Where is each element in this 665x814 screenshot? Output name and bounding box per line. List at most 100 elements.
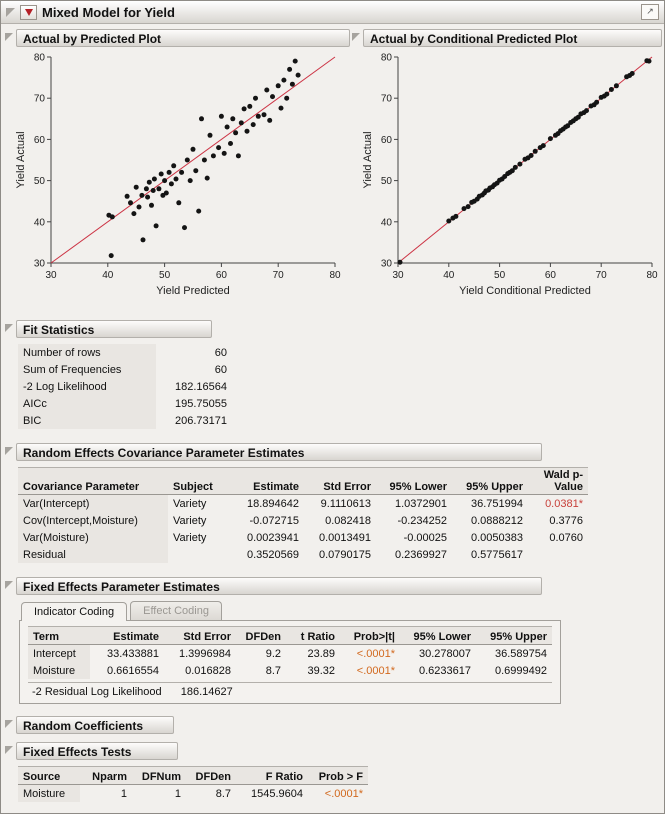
cell-lower: -0.234252: [397, 514, 447, 527]
section-header-actual-by-predicted[interactable]: Actual by Predicted Plot: [16, 29, 350, 47]
svg-text:Yield Actual: Yield Actual: [362, 131, 374, 188]
cell-nparm: 1: [120, 787, 127, 800]
page-title: Mixed Model for Yield: [42, 4, 175, 20]
cell-p-value: 0.0760: [549, 531, 583, 544]
column-header: DFDen: [236, 626, 286, 645]
table-row: Moisture 1 1 8.7 1545.9604 <.0001*: [18, 784, 368, 802]
svg-text:60: 60: [545, 270, 557, 281]
cell-subject: Variety: [173, 531, 207, 544]
disclosure-triangle-random-coefficients[interactable]: [3, 716, 16, 728]
cell-p-value: <.0001*: [356, 664, 395, 677]
cell-term: Intercept: [28, 644, 90, 662]
cell-std-error: 0.0790175: [319, 548, 371, 561]
fixed-effects-tests-section: Fixed Effects Tests Source Nparm DFNum D…: [3, 742, 662, 802]
section-header-fit-statistics[interactable]: Fit Statistics: [16, 320, 212, 338]
cell-estimate: 0.0023941: [247, 531, 299, 544]
report-title-bar: Mixed Model for Yield ↗: [1, 1, 664, 24]
cell-parameter: Residual: [18, 546, 168, 563]
table-header-row: Covariance Parameter Subject Estimate St…: [18, 467, 588, 495]
table-row: AICc 195.75055: [18, 395, 232, 412]
column-header: Covariance Parameter: [18, 467, 168, 495]
disclosure-triangle-actual-by-predicted[interactable]: [3, 29, 16, 41]
section-header-fixed-effects[interactable]: Fixed Effects Parameter Estimates: [16, 577, 542, 595]
cell-label: BIC: [18, 412, 156, 429]
fixed-effects-panel: Term Estimate Std Error DFDen t Ratio Pr…: [19, 620, 561, 704]
red-triangle-menu[interactable]: [20, 4, 37, 20]
table-row: Sum of Frequencies 60: [18, 361, 232, 378]
cell-lower: 0.2369927: [395, 548, 447, 561]
svg-text:30: 30: [34, 259, 46, 270]
table-row: Intercept 33.433881 1.3996984 9.2 23.89 …: [28, 644, 552, 662]
cell-lower: 1.0372901: [395, 497, 447, 510]
svg-text:60: 60: [381, 135, 393, 146]
cell-label: Sum of Frequencies: [18, 361, 156, 378]
cell-p-value: <.0001*: [356, 647, 395, 660]
section-header-fixed-effects-tests[interactable]: Fixed Effects Tests: [16, 742, 178, 760]
cell-t-ratio: 23.89: [307, 647, 335, 660]
cell-term: Moisture: [28, 662, 90, 679]
actual-by-conditional-predicted-section: Actual by Conditional Predicted Plot 30 4…: [350, 29, 662, 304]
scatter-plot-actual-by-predicted[interactable]: 30 40 50 60 70 80 30 40 50 60 70 80 Yield Predicted Y…: [13, 49, 350, 304]
cell-subject: Variety: [173, 514, 207, 527]
cell-estimate: 0.3520569: [247, 548, 299, 561]
column-header: 95% Upper: [452, 467, 528, 495]
residual-log-likelihood: -2 Residual Log Likelihood 186.14627: [28, 682, 552, 699]
disclosure-triangle-actual-by-conditional[interactable]: [350, 29, 363, 41]
svg-text:80: 80: [381, 53, 393, 64]
cell-value: 206.73171: [175, 414, 227, 427]
cell-dfden: 9.2: [265, 647, 281, 660]
cell-upper: 0.5775617: [471, 548, 523, 561]
svg-text:50: 50: [159, 270, 171, 281]
scatter-canvas-actual-by-predicted[interactable]: 30 40 50 60 70 80 30 40 50 60 70 80 Yield Predicted Y…: [13, 49, 343, 299]
cell-dfden: 8.7: [265, 664, 281, 677]
cell-std-error: 1.3996984: [179, 647, 231, 660]
column-header: Source: [18, 766, 80, 785]
column-header: 95% Lower: [376, 467, 452, 495]
tab-indicator-coding[interactable]: Indicator Coding: [21, 602, 128, 621]
column-header: 95% Lower: [400, 626, 476, 645]
cell-dfnum: 1: [174, 787, 181, 800]
cell-upper: 36.589754: [495, 647, 547, 660]
scatter-canvas-actual-by-conditional[interactable]: 30 40 50 60 70 80 30 40 50 60 70 80 Yield Conditiona…: [360, 49, 660, 299]
window-popout-icon[interactable]: ↗: [641, 4, 659, 20]
table-row: -2 Log Likelihood 182.16564: [18, 378, 232, 395]
svg-text:60: 60: [34, 135, 46, 146]
svg-text:40: 40: [381, 217, 393, 228]
disclosure-triangle-fixed-effects[interactable]: [3, 577, 16, 589]
fit-statistics-section: Fit Statistics Number of rows 60 Sum of …: [3, 320, 662, 429]
section-header-actual-by-conditional[interactable]: Actual by Conditional Predicted Plot: [363, 29, 662, 47]
cell-upper: 0.0050383: [471, 531, 523, 544]
cell-estimate: 0.6616554: [107, 664, 159, 677]
table-row: Moisture 0.6616554 0.016828 8.7 39.32 <.…: [28, 662, 552, 679]
scatter-plot-actual-by-conditional[interactable]: 30 40 50 60 70 80 30 40 50 60 70 80 Yield Conditiona…: [360, 49, 662, 304]
svg-text:80: 80: [646, 270, 658, 281]
cell-dfden: 8.7: [215, 787, 231, 800]
disclosure-triangle-random-effects[interactable]: [3, 443, 16, 455]
disclosure-triangle-fit-statistics[interactable]: [3, 320, 16, 332]
coding-tabs: Indicator Coding Effect Coding: [21, 601, 662, 621]
table-header-row: Term Estimate Std Error DFDen t Ratio Pr…: [28, 626, 552, 645]
cell-label: AICc: [18, 395, 156, 412]
actual-by-predicted-section: Actual by Predicted Plot 30 40 50 60 70 80 30 4…: [3, 29, 350, 304]
plots-row: Actual by Predicted Plot 30 40 50 60 70 80 30 4…: [3, 29, 662, 304]
cell-upper: 36.751994: [471, 497, 523, 510]
residual-ll-label: -2 Residual Log Likelihood: [32, 686, 162, 698]
section-header-random-effects[interactable]: Random Effects Covariance Parameter Esti…: [16, 443, 542, 461]
tab-effect-coding[interactable]: Effect Coding: [130, 601, 222, 620]
red-triangle-icon: [24, 8, 33, 16]
svg-text:70: 70: [34, 94, 46, 105]
svg-text:70: 70: [381, 94, 393, 105]
cell-estimate: -0.072715: [249, 514, 299, 527]
cell-std-error: 0.016828: [185, 664, 231, 677]
table-row: Residual 0.3520569 0.0790175 0.2369927 0…: [18, 546, 588, 563]
svg-text:50: 50: [381, 176, 393, 187]
cell-source: Moisture: [18, 784, 80, 802]
column-header: Std Error: [304, 467, 376, 495]
disclosure-triangle-report[interactable]: [6, 7, 15, 17]
section-header-random-coefficients[interactable]: Random Coefficients: [16, 716, 174, 734]
column-header: Subject: [168, 467, 228, 495]
random-coefficients-section: Random Coefficients: [3, 716, 662, 734]
column-header: 95% Upper: [476, 626, 552, 645]
cell-value: 195.75055: [175, 397, 227, 410]
disclosure-triangle-fixed-effects-tests[interactable]: [3, 742, 16, 754]
